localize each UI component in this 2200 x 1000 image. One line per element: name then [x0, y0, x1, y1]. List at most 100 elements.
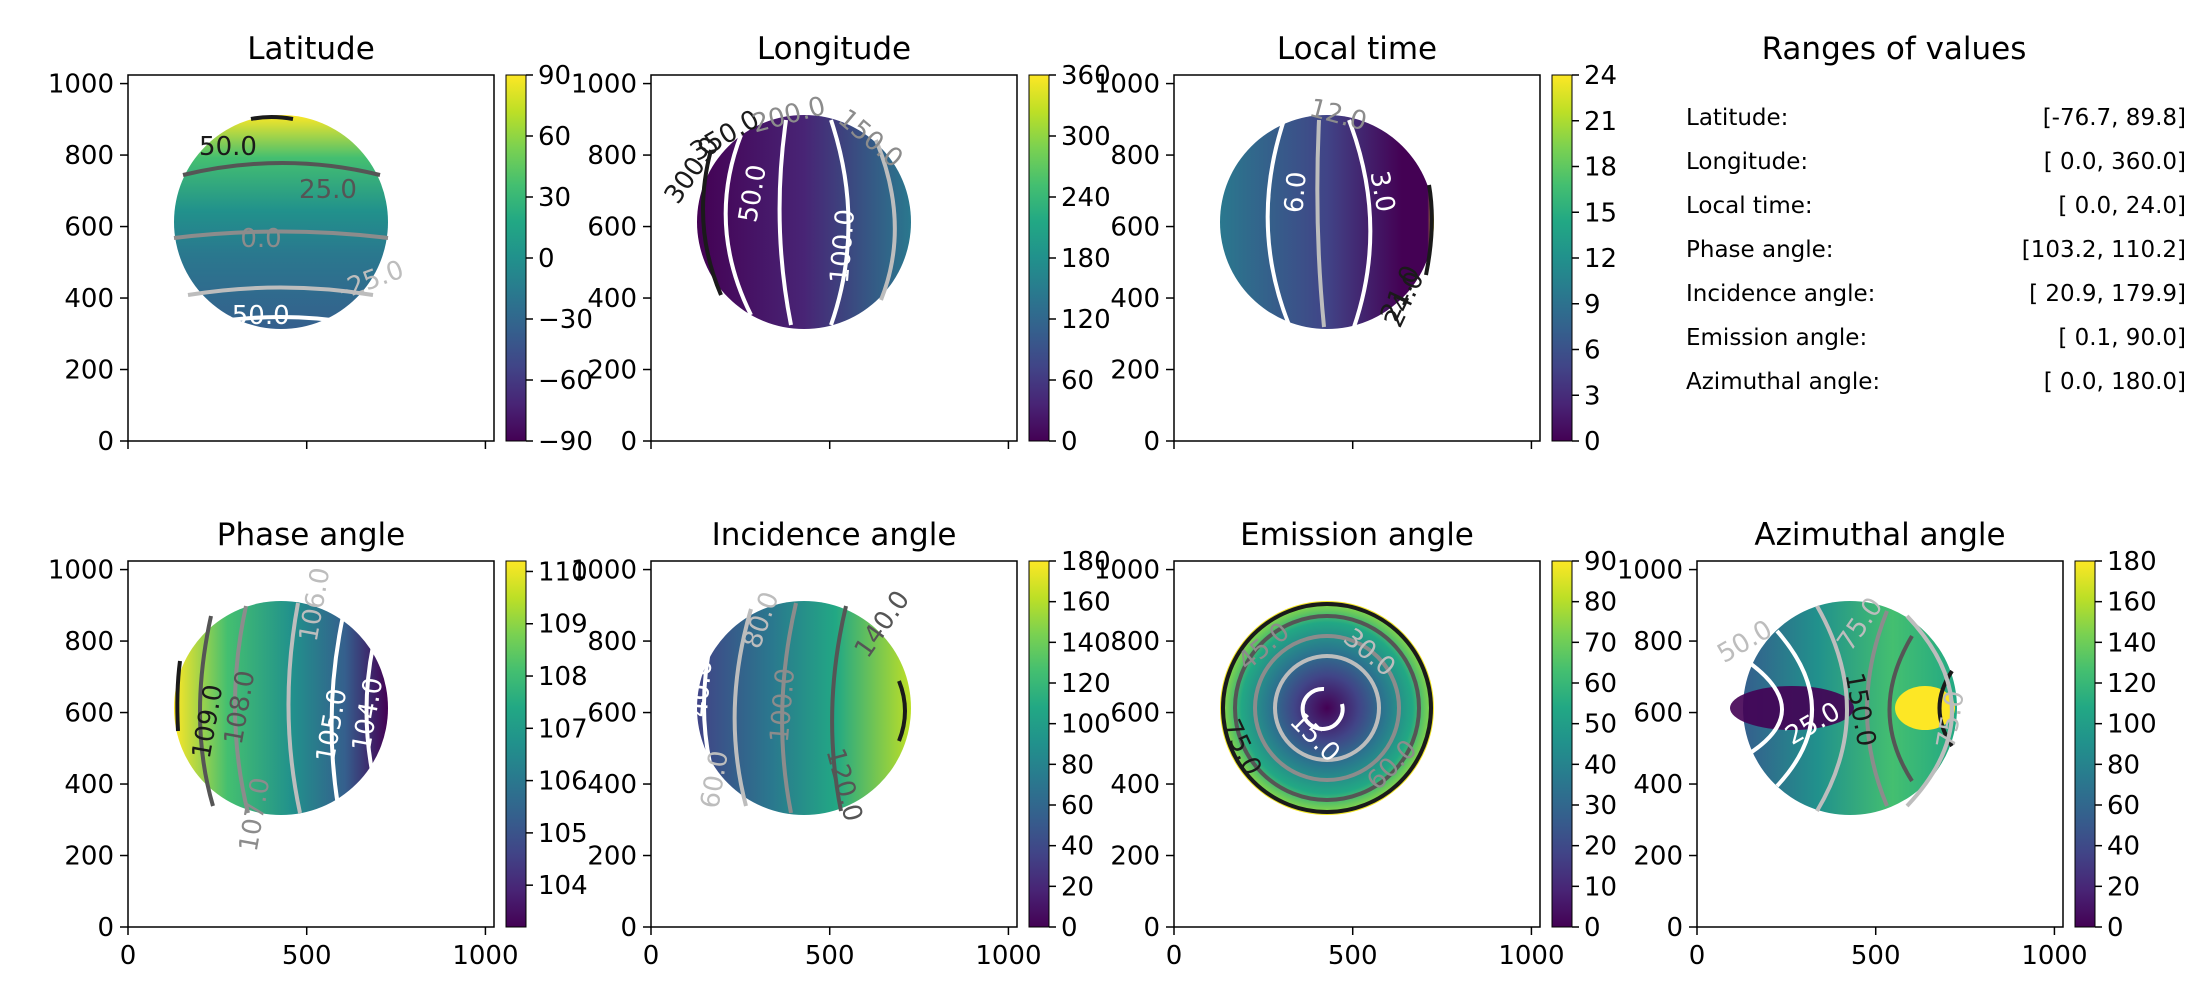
disc-map: 50.0 75.0 25.0 150.0 75.0 [1712, 592, 1971, 815]
plot-frame [650, 560, 1018, 928]
panel-phase-angle: Phase angle 109.0 108.0 107.0 106.0 105.… [48, 517, 588, 971]
x-axis [650, 441, 1010, 449]
plot-frame [1173, 74, 1541, 442]
plot-frame [1173, 560, 1541, 928]
y-tick-label: 400 [587, 284, 637, 314]
y-tick-label: 0 [1666, 913, 1683, 943]
range-label: Azimuthal angle: [1686, 369, 1880, 395]
panel-title: Emission angle [1240, 517, 1474, 553]
y-axis: 0 200 400 600 800 1000 [1617, 556, 1697, 943]
colorbar: 90 80 70 60 50 40 30 20 10 0 [1551, 547, 1617, 943]
x-tick-label: 0 [120, 941, 137, 971]
plot-frame [127, 74, 495, 442]
y-tick-label: 0 [1143, 913, 1160, 943]
contour-label: -50.0 [222, 301, 289, 331]
y-tick-label: 600 [1633, 699, 1683, 729]
range-value: [ 20.9, 179.9] [2029, 281, 2186, 307]
colorbar-tick-label: 80 [2107, 750, 2140, 780]
contour-lines [1265, 119, 1434, 328]
y-tick-label: 800 [1633, 627, 1683, 657]
y-tick-label: 1000 [1617, 556, 1683, 586]
x-tick-label: 1000 [2021, 941, 2087, 971]
colorbar-tick-label: 160 [1061, 588, 1111, 618]
y-tick-label: 800 [587, 627, 637, 657]
y-tick-label: 200 [64, 842, 114, 872]
x-axis [1173, 441, 1533, 449]
disc-fill [697, 115, 911, 329]
colorbar-tick-label: 109 [538, 610, 588, 640]
colorbar: 90 60 30 0 −30 −60 −90 [505, 61, 593, 457]
contour-lines [702, 602, 907, 814]
y-axis: 0 200 400 600 800 1000 [1094, 70, 1174, 457]
y-axis: 0 200 400 600 800 1000 [48, 70, 128, 457]
range-label: Local time: [1686, 193, 1813, 219]
y-tick-label: 400 [64, 284, 114, 314]
y-tick-label: 1000 [571, 556, 637, 586]
colorbar-tick-label: 0 [538, 244, 555, 274]
range-value: [ 0.0, 180.0] [2044, 369, 2186, 395]
colorbar: 24 21 18 15 12 9 6 3 0 [1551, 61, 1617, 457]
y-tick-label: 400 [1110, 770, 1160, 800]
y-tick-label: 600 [1110, 213, 1160, 243]
x-tick-label: 500 [282, 941, 332, 971]
colorbar-tick-label: 180 [2107, 547, 2157, 577]
colorbar-tick-label: 20 [2107, 872, 2140, 902]
colorbar-tick-label: 0 [1584, 913, 1601, 943]
colorbar-tick-label: 300 [1061, 122, 1111, 152]
y-tick-label: 0 [1143, 427, 1160, 457]
y-tick-label: 800 [1110, 627, 1160, 657]
colorbar-tick-label: 90 [538, 61, 571, 91]
colorbar-tick-label: 100 [1061, 710, 1111, 740]
colorbar-tick-label: 21 [1584, 107, 1617, 137]
contour-lines [1221, 602, 1433, 814]
y-axis: 0 200 400 600 800 1000 [1094, 556, 1174, 943]
colorbar-tick-label: 100 [2107, 710, 2157, 740]
colorbar-gradient [505, 74, 527, 442]
x-tick-label: 500 [1851, 941, 1901, 971]
ranges-row: Azimuthal angle: [ 0.0, 180.0] [1686, 369, 2186, 395]
y-tick-label: 0 [97, 427, 114, 457]
colorbar-tick-label: 12 [1584, 244, 1617, 274]
colorbar-tick-label: 140 [2107, 628, 2157, 658]
colorbar-tick-label: 40 [1584, 750, 1617, 780]
panel-title: Azimuthal angle [1754, 517, 2005, 553]
disc-map: 300.0 350.0 200.0 150.0 50.0 100.0 [659, 91, 911, 329]
panel-incidence-angle: Incidence angle 40.0 60.0 80.0 100.0 120… [571, 517, 1111, 971]
contour-label: 40.0 [684, 658, 719, 718]
y-tick-label: 600 [1110, 699, 1160, 729]
y-tick-label: 600 [587, 213, 637, 243]
colorbar-tick-label: 20 [1061, 872, 1094, 902]
colorbar-tick-label: 360 [1061, 61, 1111, 91]
range-label: Latitude: [1686, 105, 1788, 131]
x-axis: 0 500 1000 [1689, 927, 2088, 971]
contour-label: 60.0 [695, 749, 735, 811]
panel-title: Local time [1277, 31, 1437, 67]
contour-label: 100.0 [765, 667, 801, 744]
range-label: Incidence angle: [1686, 281, 1875, 307]
y-tick-label: 400 [64, 770, 114, 800]
x-tick-label: 500 [1328, 941, 1378, 971]
colorbar-tick-label: 180 [1061, 547, 1111, 577]
colorbar-gradient [505, 560, 527, 928]
colorbar: 360 300 240 180 120 60 0 [1028, 61, 1111, 457]
colorbar-tick-label: 108 [538, 662, 588, 692]
panel-title: Phase angle [217, 517, 405, 553]
x-tick-label: 0 [1166, 941, 1183, 971]
y-tick-label: 400 [1633, 770, 1683, 800]
contour-label: 3.0 [1364, 169, 1401, 215]
x-tick-label: 1000 [452, 941, 518, 971]
colorbar-tick-label: 60 [538, 122, 571, 152]
y-tick-label: 200 [1110, 842, 1160, 872]
colorbar-tick-label: 0 [1061, 427, 1078, 457]
range-value: [ 0.1, 90.0] [2058, 325, 2186, 351]
panel-longitude: Longitude 300.0 350.0 200.0 150.0 50.0 1… [571, 31, 1111, 457]
range-value: [-76.7, 89.8] [2043, 105, 2186, 131]
colorbar: 180 160 140 120 100 80 60 40 20 0 [1028, 547, 1111, 943]
colorbar-tick-label: 240 [1061, 183, 1111, 213]
colorbar-tick-label: 110 [538, 557, 588, 587]
colorbar-tick-label: 105 [538, 819, 588, 849]
panel-title: Latitude [247, 31, 375, 67]
y-axis: 0 200 400 600 800 1000 [48, 556, 128, 943]
y-tick-label: 600 [64, 699, 114, 729]
y-tick-label: 400 [587, 770, 637, 800]
